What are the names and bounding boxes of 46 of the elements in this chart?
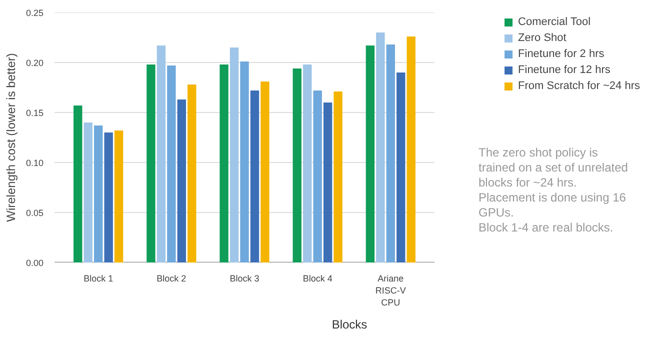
- x-tick-label: Ariane RISC-V CPU: [375, 274, 406, 308]
- bar: [386, 44, 395, 262]
- bar: [366, 46, 375, 262]
- text: Placement is done using 16 GPUs.: [478, 190, 626, 220]
- bar: [220, 64, 228, 262]
- y-tick-label: 0.20: [26, 58, 44, 68]
- bar: [167, 66, 176, 262]
- x-tick-label: Block 2: [156, 274, 186, 284]
- legend-label: From Scratch for ~24 hrs: [518, 80, 640, 92]
- bar: [74, 106, 82, 262]
- legend-label: Zero Shot: [518, 32, 566, 44]
- bar: [313, 90, 322, 262]
- y-tick-label: 0.10: [26, 158, 44, 168]
- bar: [303, 64, 312, 262]
- bar: [230, 48, 239, 262]
- bar: [240, 62, 249, 262]
- bar: [84, 122, 92, 262]
- bar: [396, 72, 406, 262]
- y-tick-label: 0.05: [26, 208, 44, 218]
- y-tick-label: 0.15: [26, 108, 44, 118]
- x-tick-label: Block 3: [230, 274, 260, 284]
- x-tick-label: Block 4: [302, 274, 332, 284]
- bar: [146, 64, 156, 262]
- bar: [376, 32, 385, 262]
- bar: [94, 126, 103, 262]
- bar: [188, 84, 196, 262]
- bar: [250, 90, 260, 262]
- bar: [334, 92, 342, 262]
- x-tick-label: Block 1: [84, 274, 114, 284]
- x-axis-title: Blocks: [332, 318, 368, 332]
- bar: [156, 46, 166, 262]
- legend-label: Finetune for 2 hrs: [518, 48, 604, 60]
- bar: [177, 100, 186, 262]
- y-tick-label: 0.25: [26, 8, 44, 18]
- text: The zero shot policy is trained on a set of unrelated blocks for ~24 hrs.: [478, 146, 628, 190]
- y-axis-title: Wirelength cost (lower is better): [4, 53, 18, 222]
- text: Block 1-4 are real blocks.: [478, 220, 614, 234]
- bar: [104, 132, 113, 262]
- bar: [114, 130, 124, 262]
- bar: [406, 36, 416, 262]
- y-tick-label: 0.00: [26, 258, 44, 268]
- legend-label: Finetune for 12 hrs: [518, 64, 610, 76]
- bar: [260, 82, 270, 262]
- bar: [292, 68, 302, 262]
- legend-label: Comercial Tool: [518, 16, 591, 28]
- bar: [323, 102, 332, 262]
